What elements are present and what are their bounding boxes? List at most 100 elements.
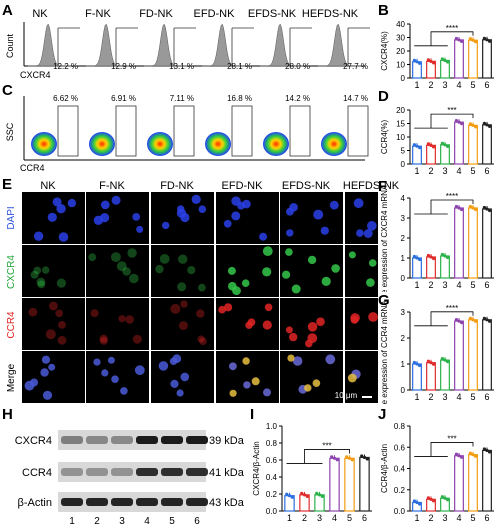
chart-i-dot-1-1 xyxy=(285,492,289,496)
chart-j: 0.0 0.2 0.4 0.6 0.8 CCR4/β-Actin 1 2 3 4 5 6 *** xyxy=(380,422,494,523)
chart-f-dot-5-3 xyxy=(474,207,478,212)
chart-j-dot-2-1 xyxy=(426,496,430,500)
wb-lane-3: 3 xyxy=(119,516,125,525)
pct-a-6: 27.7 % xyxy=(343,62,368,71)
pct-c-1: 6.62 % xyxy=(53,94,78,103)
chart-j-xtick-2: 2 xyxy=(428,513,433,523)
chart-g-dot-3-2 xyxy=(443,358,447,362)
micro-cell-r4-c3-6 xyxy=(170,379,179,388)
micro-cell-r4-c6-2 xyxy=(347,373,357,383)
chart-f-xtick-4: 4 xyxy=(456,280,461,290)
chart-i-dot-1-3 xyxy=(290,495,294,499)
wb-row-ccr4: CCR4 xyxy=(22,467,52,479)
chart-f-dot-6-1 xyxy=(482,205,486,210)
micro-cell-r4-c5-6 xyxy=(304,384,312,392)
chart-f-dot-4-3 xyxy=(460,207,464,212)
micro-cell-r4-c3-2 xyxy=(172,354,182,364)
row-label-cxcr4: CXCR4 xyxy=(6,255,17,289)
micro-cell-r4-c2-4 xyxy=(101,369,109,377)
micro-cell-r2-c6-6 xyxy=(366,278,375,287)
wb-kda-1: 39 kDa xyxy=(209,435,245,447)
chart-b-dot-4-2 xyxy=(457,38,461,42)
chart-j-dot-6-1 xyxy=(482,447,486,451)
micro-cell-r3-c3-6 xyxy=(180,300,188,308)
pct-a-2: 12.9 % xyxy=(111,62,136,71)
micro-cell-r1-c6-2 xyxy=(356,229,364,237)
pct-c-2: 6.91 % xyxy=(111,94,136,103)
blot-band-r3-l6 xyxy=(186,498,208,506)
micro-cell-r1-c6-1 xyxy=(367,221,377,231)
chart-f-dot-3-2 xyxy=(443,254,447,258)
chart-g-dot-6-2 xyxy=(485,318,489,322)
chart-b-dot-2-1 xyxy=(426,58,430,62)
panel-c-dot-group xyxy=(31,105,369,157)
chart-b-xtick-1: 1 xyxy=(414,80,419,90)
chart-j-dot-4-3 xyxy=(460,455,464,459)
chart-f-dot-3-3 xyxy=(446,255,450,260)
panel-c-ylabel: SSC xyxy=(5,122,15,141)
blot-band-r1-l2 xyxy=(86,436,108,444)
chart-d-xtick-4: 4 xyxy=(456,166,461,176)
chart-f-dot-2-3 xyxy=(432,256,436,261)
chart-f-bar-4 xyxy=(454,207,464,279)
chart-b-dot-5-3 xyxy=(474,40,478,44)
micro-cell-r3-c4-1 xyxy=(224,303,233,312)
chart-g-xtick-3: 3 xyxy=(442,392,447,402)
dotplot-blob-3 xyxy=(147,132,173,156)
micro-cell-r1-c3-1 xyxy=(162,221,170,230)
chart-d-sig-label: *** xyxy=(447,106,456,115)
chart-g-xtick-6: 6 xyxy=(484,392,489,402)
histogram-4 xyxy=(202,23,250,67)
micro-cell-r2-c4-6 xyxy=(232,286,241,296)
micro-cell-r3-c4-2 xyxy=(264,303,273,312)
chart-d-dot-1-1 xyxy=(412,143,416,147)
chart-f-ytick-label-2: 2 xyxy=(401,234,406,243)
chart-j-dot-4-1 xyxy=(454,452,458,456)
dotplot-gate-1 xyxy=(57,105,79,157)
micro-cell-r4-c1-4 xyxy=(30,378,39,387)
micro-cell-r2-c5-5 xyxy=(285,248,293,256)
micro-cell-r1-c4-4 xyxy=(231,196,241,206)
histogram-6 xyxy=(318,23,366,67)
chart-g-bar-6 xyxy=(482,319,492,391)
chart-j-dot-2-3 xyxy=(432,499,436,503)
chart-b-ytick-label-1: 10 xyxy=(396,61,405,70)
chart-f-dot-2-2 xyxy=(429,255,433,259)
chart-i-ytick-label-1: 0.2 xyxy=(266,490,278,499)
chart-g-dot-6-3 xyxy=(488,319,492,323)
col-title-efds-nk: EFDS-NK xyxy=(247,8,297,20)
chart-b-dot-4-1 xyxy=(454,36,458,41)
micro-cell-r2-c5-6 xyxy=(291,284,301,294)
blot-strip-1 xyxy=(58,430,206,450)
chart-i-dot-6-2 xyxy=(362,455,367,460)
micro-cell-r2-c1-3 xyxy=(42,266,50,274)
blot-band-r1-l4 xyxy=(136,436,158,444)
chart-b-dot-3-2 xyxy=(443,58,447,63)
micro-cell-r3-c2-5 xyxy=(118,315,126,323)
chart-i-xtick-2: 2 xyxy=(302,513,307,523)
wb-lane-1: 1 xyxy=(69,516,75,525)
micro-cell-r1-c5-3 xyxy=(313,209,324,220)
chart-d-dot-5-1 xyxy=(468,122,472,126)
panel-label-g: G xyxy=(378,292,390,309)
chart-j-ytick-label-3: 0.6 xyxy=(394,443,406,452)
chart-b: 0 10 20 30 40 CXCR4(%) 1 2 3 4 5 6 **** xyxy=(380,20,494,90)
chart-b-dot-2-2 xyxy=(429,59,433,63)
chart-j-xtick-1: 1 xyxy=(414,513,419,523)
dotplot-gate-6 xyxy=(347,105,369,157)
chart-g-xtick-4: 4 xyxy=(456,392,461,402)
panel-label-j: J xyxy=(378,406,387,423)
chart-j-ytick-label-4: 0.8 xyxy=(394,422,406,431)
chart-f-bar-6 xyxy=(482,208,492,279)
micro-cell-r3-c1-1 xyxy=(28,307,38,317)
micro-cell-r1-c4-3 xyxy=(242,199,251,209)
panel-a-ylabel: Count xyxy=(5,34,15,59)
micro-cell-r4-c1-6 xyxy=(48,363,56,371)
micro-cell-r2-c5-2 xyxy=(307,255,317,265)
chart-j-dot-6-3 xyxy=(488,450,492,454)
chart-i-dot-6-1 xyxy=(360,454,364,458)
chart-d-dot-3-2 xyxy=(443,143,447,147)
micro-cell-r3-c4-6 xyxy=(247,318,256,327)
row-label-merge: Merge xyxy=(6,363,17,392)
chart-i-dot-5-2 xyxy=(347,456,352,460)
